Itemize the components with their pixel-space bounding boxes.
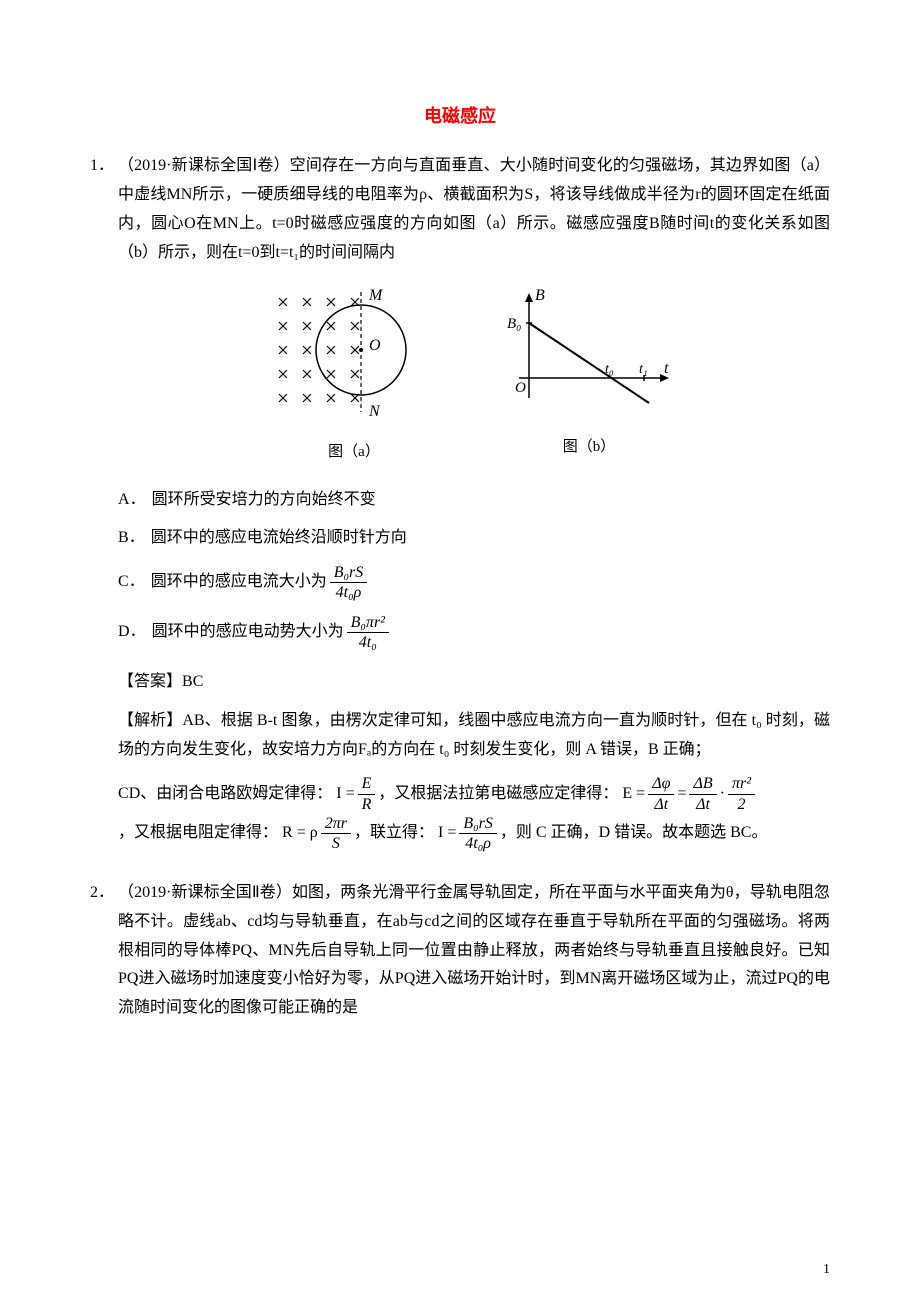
- option-c-num: B₀rS: [330, 563, 368, 583]
- cross-grid: [279, 298, 359, 402]
- option-b: B． 圆环中的感应电流始终沿顺时针方向: [118, 524, 830, 553]
- label-b0: B₀: [507, 316, 521, 332]
- figure-a-svg: M N O: [269, 288, 439, 433]
- page-title: 电磁感应: [90, 100, 830, 132]
- option-a: A． 圆环所受安培力的方向始终不变: [118, 486, 830, 515]
- option-c-formula: B₀rS 4t₀ρ: [330, 563, 368, 602]
- problem-2: 2． （2019·新课标全国Ⅱ卷）如图，两条光滑平行金属导轨固定，所在平面与水平…: [90, 879, 830, 1031]
- answer-line: 【答案】BC: [118, 668, 830, 697]
- option-c-den: 4t₀ρ: [332, 583, 366, 602]
- option-d: D． 圆环中的感应电动势大小为 B₀πr² 4t₀: [118, 613, 830, 652]
- cd-mid2: ，又根据电阻定律得：: [118, 814, 278, 852]
- problem-1: 1． （2019·新课标全国Ⅰ卷）空间存在一方向与直面垂直、大小随时间变化的匀强…: [90, 152, 830, 863]
- problem-2-text: 如图，两条光滑平行金属导轨固定，所在平面与水平面夹角为θ，导轨电阻忽略不计。虚线…: [118, 884, 830, 1016]
- resist-lhs: R = ρ: [282, 814, 318, 852]
- cd-prefix: CD、由闭合电路欧姆定律得：: [118, 775, 332, 813]
- cd-mid1: ，又根据法拉第电磁感应定律得：: [378, 775, 618, 813]
- figure-b-caption: 图（b）: [563, 434, 616, 461]
- problem-2-number: 2．: [90, 879, 114, 908]
- figure-b: B t B₀ O t₀ t₁: [499, 288, 679, 466]
- ohm-lhs: I =: [336, 775, 354, 813]
- problem-2-source: （2019·新课标全国Ⅱ卷）: [118, 884, 292, 901]
- options: A． 圆环所受安培力的方向始终不变 B． 圆环中的感应电流始终沿顺时针方向 C．…: [118, 486, 830, 652]
- faraday-lhs: E =: [622, 775, 645, 813]
- answer-value: BC: [182, 673, 203, 690]
- option-b-text: 圆环中的感应电流始终沿顺时针方向: [151, 524, 407, 553]
- cd-mid3: ，联立得：: [354, 814, 434, 852]
- figure-row: M N O 图（a） B: [118, 288, 830, 466]
- option-c: C． 圆环中的感应电流大小为 B₀rS 4t₀ρ: [118, 563, 830, 602]
- label-t0: t₀: [605, 362, 614, 377]
- axis-b-label: B: [535, 288, 545, 304]
- answer-label: 【答案】: [118, 673, 182, 690]
- label-origin: O: [515, 380, 526, 396]
- problem-2-stem: （2019·新课标全国Ⅱ卷）如图，两条光滑平行金属导轨固定，所在平面与水平面夹角…: [118, 879, 830, 1023]
- option-c-text: 圆环中的感应电流大小为: [151, 568, 327, 597]
- title-text: 电磁感应: [424, 106, 496, 126]
- faraday-p3: πr² 2: [728, 774, 755, 813]
- option-c-label: C．: [118, 568, 145, 597]
- label-m: M: [368, 288, 384, 304]
- option-d-label: D．: [118, 618, 146, 647]
- option-d-text: 圆环中的感应电动势大小为: [152, 618, 344, 647]
- label-n: N: [368, 403, 381, 420]
- problem-1-number: 1．: [90, 152, 114, 181]
- resist-frac: 2πr S: [321, 814, 351, 853]
- label-o: O: [369, 337, 381, 354]
- page-number: 1: [823, 1257, 830, 1282]
- explanation-ab: 【解析】AB、根据 B-t 图象，由楞次定律可知，线圈中感应电流方向一直为顺时针…: [118, 707, 830, 765]
- figure-a-caption: 图（a）: [328, 439, 380, 466]
- option-a-text: 圆环所受安培力的方向始终不变: [152, 486, 376, 515]
- explanation-label: 【解析】: [118, 712, 182, 729]
- graph-line: [529, 323, 649, 403]
- explanation-line-1: AB、根据 B-t 图象，由楞次定律可知，线圈中感应电流方向一直为顺时针，但在 …: [118, 712, 830, 758]
- option-d-den: 4t₀: [355, 633, 381, 652]
- option-d-num: B₀πr²: [347, 613, 389, 633]
- answer-block: 【答案】BC 【解析】AB、根据 B-t 图象，由楞次定律可知，线圈中感应电流方…: [118, 668, 830, 853]
- option-b-label: B．: [118, 524, 145, 553]
- option-a-label: A．: [118, 486, 146, 515]
- axis-t-label: t: [664, 360, 669, 377]
- result-lhs: I =: [438, 814, 456, 852]
- figure-a: M N O 图（a）: [269, 288, 439, 466]
- center-dot: [359, 348, 363, 352]
- result-frac: B₀rS 4t₀ρ: [459, 814, 497, 853]
- cd-tail: ，则 C 正确，D 错误。故本题选 BC。: [500, 814, 768, 852]
- option-d-formula: B₀πr² 4t₀: [347, 613, 389, 652]
- label-t1: t₁: [639, 362, 648, 377]
- faraday-p1: Δφ Δt: [648, 774, 674, 813]
- figure-b-svg: B t B₀ O t₀ t₁: [499, 288, 679, 428]
- problem-1-source: （2019·新课标全国Ⅰ卷）: [118, 157, 290, 174]
- faraday-p2: ΔB Δt: [689, 774, 716, 813]
- problem-1-stem: （2019·新课标全国Ⅰ卷）空间存在一方向与直面垂直、大小随时间变化的匀强磁场，…: [118, 152, 830, 267]
- explanation-cd: CD、由闭合电路欧姆定律得： I = E R ，又根据法拉第电磁感应定律得： E…: [118, 774, 830, 853]
- ohm-frac: E R: [358, 774, 376, 813]
